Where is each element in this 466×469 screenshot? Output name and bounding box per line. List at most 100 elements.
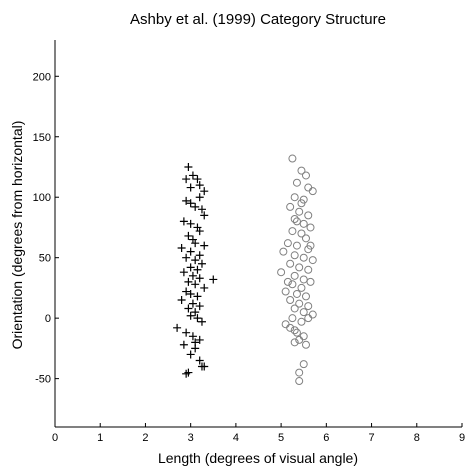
point [209, 275, 218, 284]
point [186, 247, 195, 256]
point [182, 253, 191, 262]
point [286, 296, 295, 305]
y-tick-label: 100 [33, 192, 51, 204]
point [288, 280, 297, 289]
point [297, 229, 306, 238]
point [193, 265, 202, 274]
x-tick-label: 0 [52, 432, 58, 444]
point [186, 219, 195, 228]
point [195, 274, 204, 283]
point [200, 211, 209, 220]
point [301, 171, 310, 180]
point [290, 251, 299, 260]
point [195, 356, 204, 365]
x-axis-label: Length (degrees of visual angle) [158, 450, 358, 466]
point [177, 296, 186, 305]
point [297, 283, 306, 292]
point [191, 280, 200, 289]
point [290, 271, 299, 280]
point [188, 171, 197, 180]
y-tick-label: 50 [39, 253, 51, 265]
point [188, 271, 197, 280]
point [191, 239, 200, 248]
point [292, 217, 301, 226]
point [200, 362, 209, 371]
point [184, 304, 193, 313]
point [191, 308, 200, 317]
point [182, 328, 191, 337]
point [186, 263, 195, 272]
point [299, 308, 308, 317]
point [195, 302, 204, 311]
point [283, 277, 292, 286]
y-tick-label: -50 [35, 374, 51, 386]
point [186, 311, 195, 320]
point [286, 259, 295, 268]
point [186, 350, 195, 359]
point [200, 241, 209, 250]
point [295, 263, 304, 272]
x-tick-label: 6 [323, 432, 329, 444]
y-axis-label: Orientation (degrees from horizontal) [9, 121, 25, 350]
x-tick-label: 1 [97, 432, 103, 444]
point [188, 332, 197, 341]
point [193, 292, 202, 301]
point [295, 299, 304, 308]
point [179, 340, 188, 349]
point [295, 207, 304, 216]
point [292, 241, 301, 250]
point [299, 275, 308, 284]
point [281, 287, 290, 296]
point [281, 320, 290, 329]
point [197, 259, 206, 268]
y-tick-label: 150 [33, 132, 51, 144]
point [200, 187, 209, 196]
point [182, 196, 191, 205]
point [179, 268, 188, 277]
point [304, 183, 313, 192]
point [184, 162, 193, 171]
point [295, 335, 304, 344]
point [297, 166, 306, 175]
point [290, 193, 299, 202]
point [290, 304, 299, 313]
point [186, 183, 195, 192]
point [191, 202, 200, 211]
point [299, 219, 308, 228]
y-tick-label: 200 [33, 71, 51, 83]
point [288, 314, 297, 323]
point [299, 332, 308, 341]
point [179, 217, 188, 226]
point [306, 223, 315, 232]
point [292, 328, 301, 337]
point [195, 193, 204, 202]
point [188, 299, 197, 308]
point [295, 368, 304, 377]
point [186, 199, 195, 208]
point [184, 231, 193, 240]
point [182, 287, 191, 296]
point [301, 234, 310, 243]
point [195, 251, 204, 260]
point [177, 244, 186, 253]
point [292, 289, 301, 298]
point [286, 202, 295, 211]
point [195, 227, 204, 236]
point [195, 181, 204, 190]
x-tick-label: 7 [368, 432, 374, 444]
point [182, 369, 191, 378]
point [200, 283, 209, 292]
point [288, 154, 297, 163]
point [186, 289, 195, 298]
point [173, 323, 182, 332]
point [297, 317, 306, 326]
point [290, 326, 299, 335]
point [308, 256, 317, 265]
point [288, 227, 297, 236]
x-tick-label: 4 [233, 432, 239, 444]
point [197, 205, 206, 214]
point [304, 265, 313, 274]
point [304, 302, 313, 311]
